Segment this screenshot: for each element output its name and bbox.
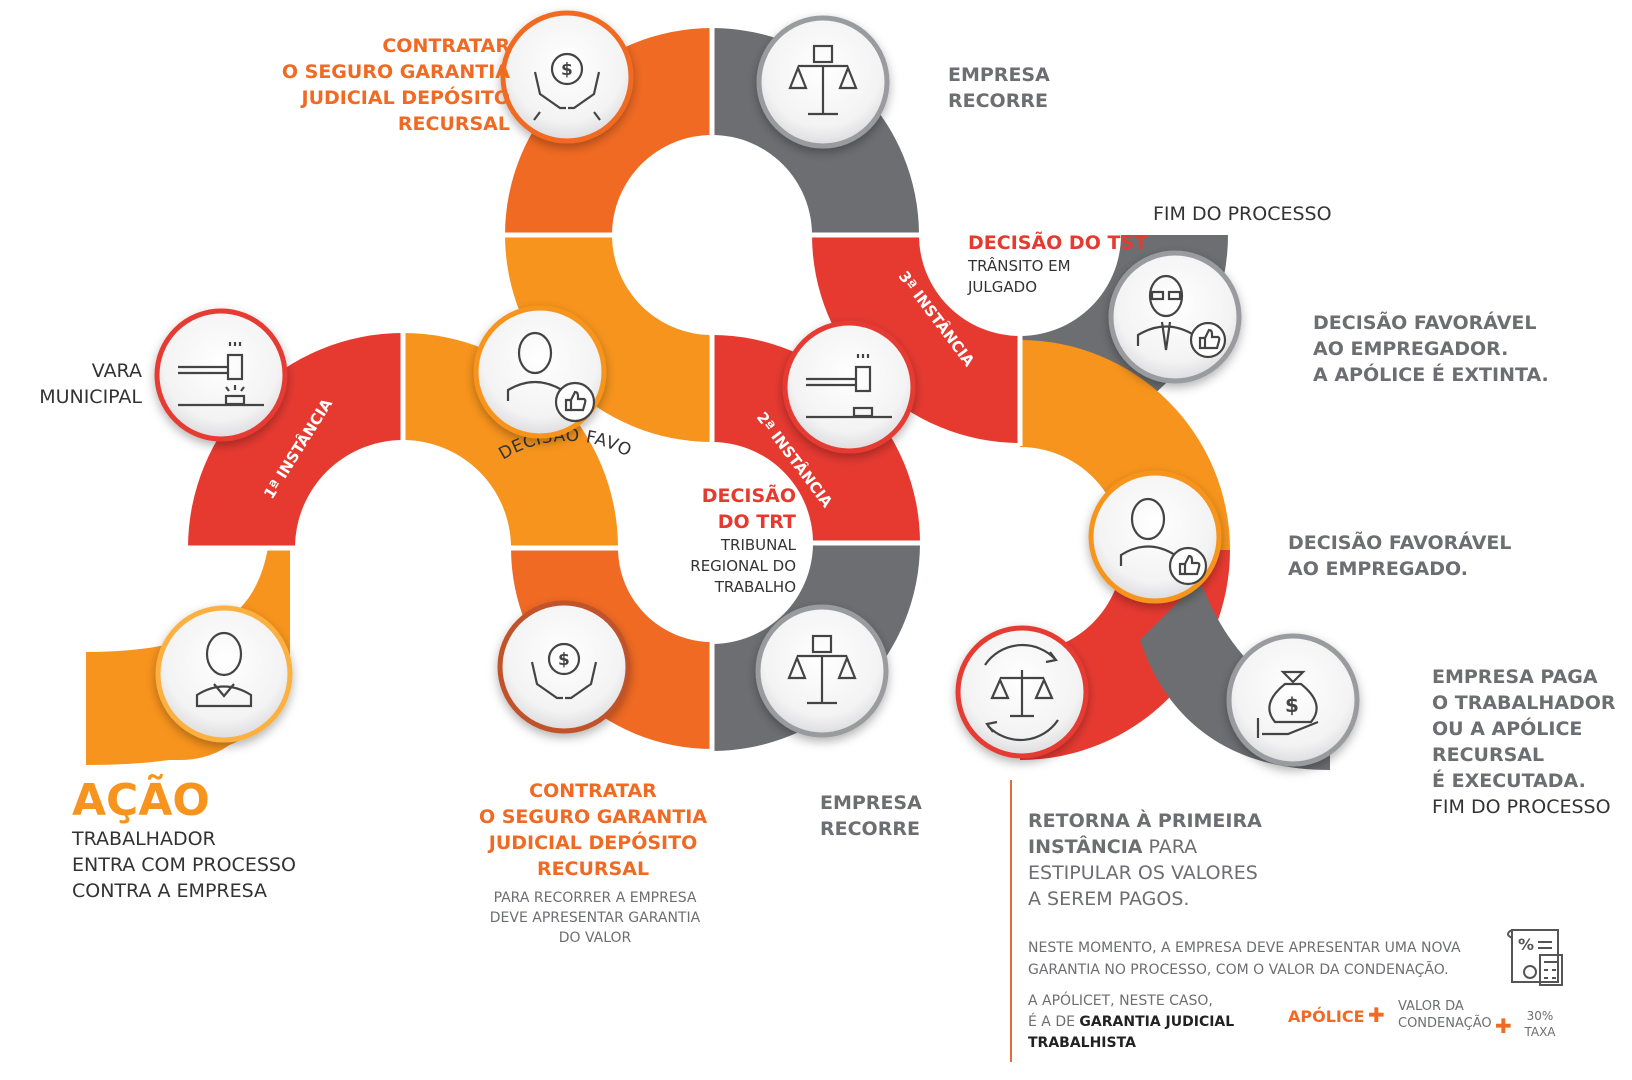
empresa-recorre-bottom: EMPRESA RECORRE	[820, 790, 922, 842]
trt-line: REGIONAL DO	[690, 557, 796, 575]
apolicet-line: A APÓLICET, NESTE CASO,	[1028, 993, 1213, 1009]
svg-text:$: $	[558, 650, 570, 670]
contratar-line: JUDICIAL DEPÓSITO	[301, 87, 510, 109]
contratar-line: O SEGURO GARANTIA	[281, 61, 510, 83]
person-icon	[195, 631, 253, 708]
neste-momento: NESTE MOMENTO, A EMPRESA DEVE APRESENTAR…	[1028, 937, 1461, 981]
scales-fist-icon	[788, 44, 858, 116]
trt-title: DO TRT	[717, 511, 796, 533]
gavel-icon	[178, 342, 264, 407]
paga-line: É EXECUTADA.	[1432, 770, 1586, 792]
empregado-line: DECISÃO FAVORÁVEL	[1288, 532, 1512, 554]
svg-text:%: %	[1518, 935, 1534, 954]
taxa-line: 30%	[1526, 1009, 1554, 1023]
acao-title: AÇÃO	[72, 775, 210, 826]
empresa-paga: EMPRESA PAGA O TRABALHADOR OU A APÓLICE …	[1432, 664, 1616, 820]
circle-gavel-2	[782, 320, 916, 454]
acao-line: CONTRA A EMPRESA	[72, 880, 268, 902]
trt-title: DECISÃO	[701, 485, 796, 507]
gavel-icon-2	[806, 354, 892, 419]
apolicet-bold: GARANTIA JUDICIAL	[1079, 1014, 1235, 1030]
empregador-line: AO EMPREGADOR.	[1313, 338, 1509, 360]
acao-line: ENTRA COM PROCESSO	[72, 854, 296, 876]
money-hands-icon: $	[533, 52, 601, 121]
decisao-tst: DECISÃO DO TST TRÂNSITO EM JULGADO	[968, 230, 1147, 298]
acao-line: TRABALHADOR	[72, 828, 216, 850]
businessman-thumbs-up-icon	[1136, 274, 1227, 359]
retorna-bold: INSTÂNCIA	[1028, 836, 1143, 858]
paga-line: O TRABALHADOR	[1432, 692, 1616, 714]
decisao-trt: DECISÃO DO TRT TRIBUNAL REGIONAL DO TRAB…	[640, 483, 796, 598]
empregador-line: A APÓLICE É EXTINTA.	[1313, 364, 1549, 386]
contratar-line: CONTRATAR	[529, 780, 657, 802]
apolicet-prefix: É A DE	[1028, 1014, 1080, 1030]
retorna-line: ESTIPULAR OS VALORES	[1028, 862, 1258, 884]
paga-line: RECURSAL	[1432, 744, 1545, 766]
recorre-line: EMPRESA	[948, 64, 1050, 86]
note-line: DEVE APRESENTAR GARANTIA	[489, 910, 701, 926]
circle-money-bag	[1226, 633, 1360, 767]
person-thumbs-up-icon-2	[1119, 497, 1208, 586]
valor-line: CONDENAÇÃO	[1398, 1016, 1492, 1031]
momento-line: GARANTIA NO PROCESSO, COM O VALOR DA CON…	[1028, 962, 1449, 978]
note-line: DO VALOR	[558, 930, 632, 946]
paga-line: OU A APÓLICE	[1432, 718, 1583, 740]
recorre-line: RECORRE	[820, 818, 920, 840]
paga-end: FIM DO PROCESSO	[1432, 796, 1611, 818]
circle-money-bottom	[497, 600, 631, 734]
retorna-block: RETORNA À PRIMEIRA INSTÂNCIA PARA ESTIPU…	[1028, 808, 1262, 912]
scales-fist-icon-2	[787, 634, 857, 705]
contratar-line: O SEGURO GARANTIA	[478, 806, 708, 828]
contratar-line: RECURSAL	[536, 858, 650, 880]
formula-taxa: 30% TAXA	[1520, 1008, 1560, 1040]
contratar-bottom: CONTRATAR O SEGURO GARANTIA JUDICIAL DEP…	[478, 778, 708, 882]
formula-apolice: APÓLICE	[1288, 1007, 1365, 1026]
favoravel-empregador: DECISÃO FAVORÁVEL AO EMPREGADOR. A APÓLI…	[1313, 310, 1549, 388]
money-bag-hand-icon: $	[1256, 670, 1319, 738]
recorre-line: RECORRE	[948, 90, 1048, 112]
contratar-note: PARA RECORRER A EMPRESA DEVE APRESENTAR …	[470, 888, 720, 948]
plus-icon: ✚	[1368, 1003, 1385, 1027]
empregado-line: AO EMPREGADO.	[1288, 558, 1468, 580]
favoravel-empregado: DECISÃO FAVORÁVEL AO EMPREGADO.	[1288, 530, 1512, 582]
note-line: PARA RECORRER A EMPRESA	[493, 890, 697, 906]
recorre-line: EMPRESA	[820, 792, 922, 814]
circle-gavel-1	[154, 308, 288, 442]
apolicet-block: A APÓLICET, NESTE CASO, É A DE GARANTIA …	[1028, 991, 1234, 1054]
momento-line: NESTE MOMENTO, A EMPRESA DEVE APRESENTAR…	[1028, 940, 1461, 956]
money-hands-icon-2: $	[530, 642, 598, 700]
vara-line: VARA	[91, 360, 142, 382]
fim-processo-top: FIM DO PROCESSO	[1153, 203, 1332, 225]
valor-line: VALOR DA	[1398, 999, 1464, 1014]
retorna-line: RETORNA À PRIMEIRA	[1028, 810, 1262, 832]
plus-icon-2: ✚	[1495, 1014, 1512, 1038]
contratar-line: RECURSAL	[397, 113, 510, 135]
trt-line: TRIBUNAL	[720, 536, 796, 554]
contratar-line: JUDICIAL DEPÓSITO	[488, 832, 698, 854]
apolicet-bold: TRABALHISTA	[1028, 1035, 1136, 1051]
acao-block: AÇÃO TRABALHADOR ENTRA COM PROCESSO CONT…	[72, 776, 296, 904]
svg-text:$: $	[561, 60, 573, 80]
trt-line: TRABALHO	[714, 578, 796, 596]
contratar-line: CONTRATAR	[382, 35, 510, 57]
vara-line: MUNICIPAL	[39, 386, 142, 408]
paga-line: EMPRESA PAGA	[1432, 666, 1598, 688]
tst-line: JULGADO	[968, 278, 1038, 296]
calculator-document-icon: %	[1507, 929, 1563, 986]
svg-text:$: $	[1285, 693, 1299, 717]
tst-line: TRÂNSITO EM	[968, 257, 1071, 275]
empresa-recorre-top: EMPRESA RECORRE	[948, 62, 1050, 114]
taxa-line: TAXA	[1524, 1025, 1556, 1039]
scales-cycle-icon	[984, 643, 1059, 742]
retorna-rest: PARA	[1142, 836, 1198, 858]
vara-label: VARA MUNICIPAL	[20, 358, 142, 410]
empregador-line: DECISÃO FAVORÁVEL	[1313, 312, 1537, 334]
retorna-line: A SEREM PAGOS.	[1028, 888, 1190, 910]
tst-title: DECISÃO DO TST	[968, 232, 1148, 254]
contratar-top: CONTRATAR O SEGURO GARANTIA JUDICIAL DEP…	[280, 33, 510, 137]
person-thumbs-up-icon	[506, 331, 596, 423]
formula-valor: VALOR DA CONDENAÇÃO	[1398, 998, 1492, 1032]
circle-money-top	[500, 10, 634, 144]
